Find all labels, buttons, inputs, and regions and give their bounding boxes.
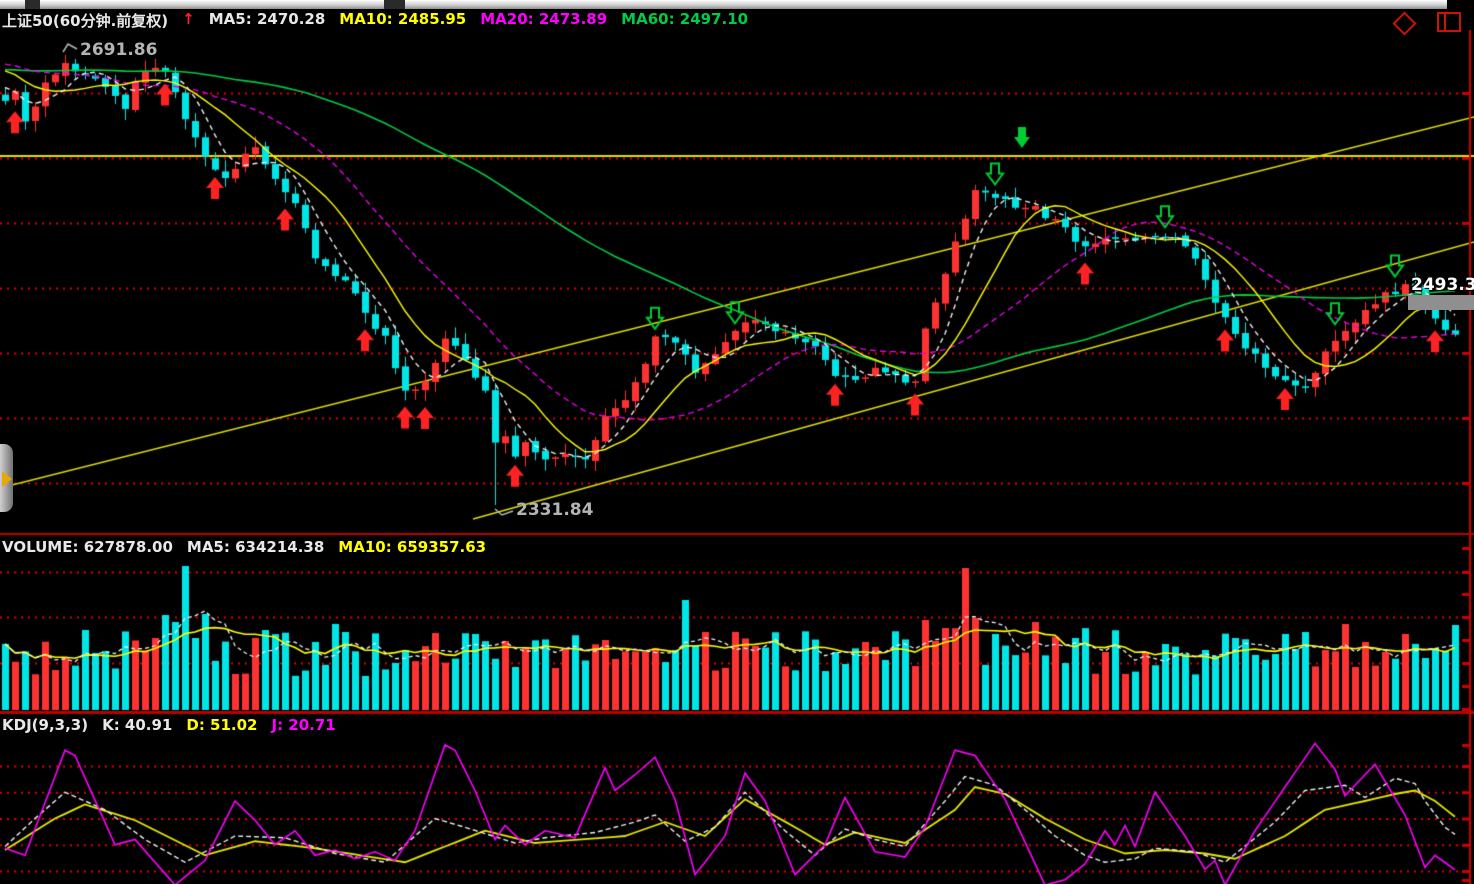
expand-arrow-icon <box>2 471 12 487</box>
kdj-k-readout: K: 40.91 <box>102 716 173 734</box>
scrollbar-notch <box>384 0 405 9</box>
main-chart-header: 上证50(60分钟.前复权) ↑ MA5: 2470.28 MA10: 2485… <box>2 10 748 31</box>
kdj-header: KDJ(9,3,3) K: 40.91 D: 51.02 J: 20.71 <box>2 716 336 734</box>
period-low-label: 2331.84 <box>516 500 594 520</box>
kdj-name: KDJ(9,3,3) <box>2 716 89 734</box>
ma60-readout: MA60: 2497.10 <box>621 10 749 28</box>
chart-title: 上证50(60分钟.前复权) <box>2 12 169 30</box>
period-high-label: 2691.86 <box>80 40 158 60</box>
ma5-readout: MA5: 2470.28 <box>208 10 326 28</box>
kdj-j-readout: J: 20.71 <box>271 716 336 734</box>
volume-ma5-readout: MA5: 634214.38 <box>186 538 325 556</box>
scrollbar-notch <box>25 0 40 9</box>
ma20-readout: MA20: 2473.89 <box>480 10 608 28</box>
kdj-d-readout: D: 51.02 <box>186 716 258 734</box>
right-price-tag-box <box>1408 295 1474 310</box>
ma10-readout: MA10: 2485.95 <box>339 10 467 28</box>
panel-expand-handle[interactable] <box>0 444 13 512</box>
window-icon-divider <box>1444 14 1446 30</box>
up-arrow-icon: ↑ <box>182 10 195 28</box>
volume-readout: VOLUME: 627878.00 <box>2 538 173 556</box>
volume-header: VOLUME: 627878.00 MA5: 634214.38 MA10: 6… <box>2 538 486 556</box>
window-restore-icon[interactable] <box>1437 12 1461 32</box>
right-price-tag: 2493.3 <box>1411 275 1474 295</box>
top-scrollbar[interactable] <box>0 0 1447 9</box>
volume-ma10-readout: MA10: 659357.63 <box>338 538 487 556</box>
